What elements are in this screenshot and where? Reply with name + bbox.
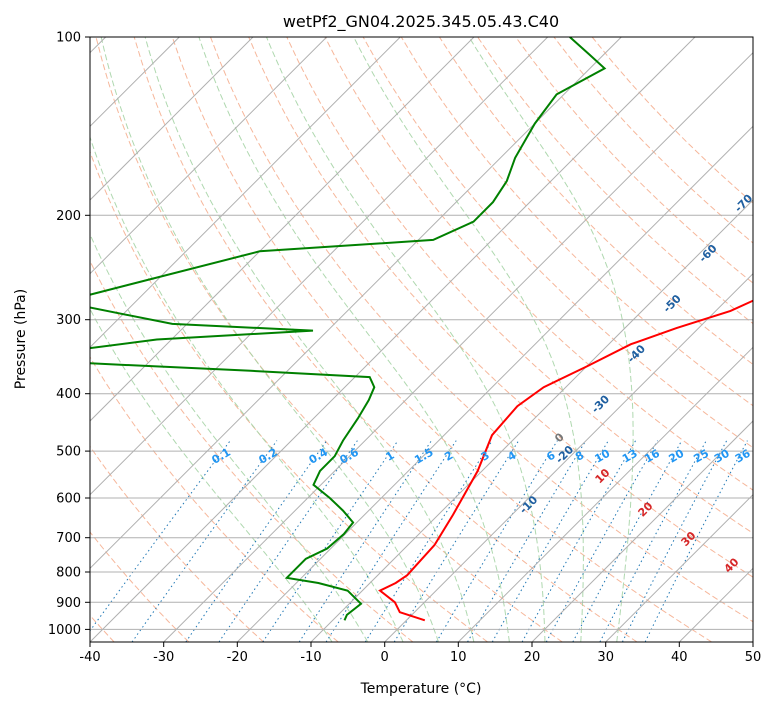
y-tick-label: 300 [56, 313, 81, 328]
dry-adiabat-line [248, 37, 753, 578]
dry-adiabat-line [90, 445, 264, 642]
moist-adiabat-line [266, 37, 546, 642]
x-tick-label: 40 [671, 650, 688, 665]
background-lines [90, 37, 753, 642]
dewpoint-profile-line [90, 37, 607, 621]
y-tick-label: 400 [56, 387, 81, 402]
dry-adiabat-line [515, 37, 753, 284]
plot-frame [89, 36, 754, 643]
mixing-ratio-line [185, 440, 328, 642]
chart-title: wetPf2_GN04.2025.345.05.43.C40 [283, 12, 559, 32]
isotherm-line [163, 51, 753, 642]
isotherm-line [310, 199, 753, 642]
x-tick-label: -30 [153, 650, 174, 665]
mixing-ratio-line [644, 440, 748, 642]
x-tick-label: -40 [79, 650, 100, 665]
mixing-ratio-line [393, 440, 520, 642]
isotherm-line [384, 272, 753, 642]
x-tick-label: 20 [524, 650, 541, 665]
dry-adiabat-line [95, 37, 563, 642]
mixing-ratio-line [572, 440, 683, 642]
y-tick-label: 900 [56, 596, 81, 611]
isotherm-line [531, 420, 753, 642]
y-tick-label: 200 [56, 209, 81, 224]
dry-adiabat-line [210, 37, 753, 623]
isotherm-line [90, 37, 622, 570]
moist-adiabat-line [100, 37, 439, 642]
mixing-ratio-line [131, 440, 278, 642]
dry-adiabat-line [400, 37, 753, 407]
y-tick-label: 500 [56, 445, 81, 460]
dry-adiabat-line [90, 531, 190, 642]
mixing-ratio-line [621, 440, 728, 642]
dry-adiabat-line [438, 37, 753, 366]
isotherm-line [90, 37, 254, 201]
x-tick-label: 50 [745, 650, 762, 665]
y-tick-label: 100 [56, 31, 81, 46]
isotherm-line [90, 37, 328, 275]
moist-adiabat-line [353, 37, 584, 642]
x-tick-label: 30 [597, 650, 614, 665]
isotherm-line [90, 37, 549, 496]
isotherm-line [236, 125, 753, 642]
dry-adiabat-line [171, 37, 712, 642]
mixing-ratio-line [364, 440, 493, 642]
dry-adiabat-line [90, 150, 488, 642]
y-axis-ticks: 100 200 300 400 500 600 700 800 900 1000 [48, 31, 90, 638]
y-axis-label: Pressure (hPa) [13, 289, 29, 389]
moist-adiabat-line [144, 37, 475, 642]
mixing-ratio-line [599, 440, 707, 642]
isotherm-line [457, 346, 753, 642]
x-axis-label: Temperature (°C) [360, 681, 482, 697]
y-tick-label: 1000 [48, 623, 81, 638]
x-axis-ticks: -40 -30 -20 -10 0 10 20 30 40 50 [79, 642, 761, 665]
mixing-ratio-line [491, 440, 609, 642]
dry-adiabat-line [133, 37, 638, 642]
isotherm-line [90, 37, 696, 642]
x-tick-label: 0 [381, 650, 389, 665]
isotherm-line [605, 493, 753, 642]
y-tick-label: 700 [56, 531, 81, 546]
mixing-ratio-line [298, 440, 432, 642]
temperature-profile-line [378, 299, 753, 622]
x-tick-label: -10 [300, 650, 321, 665]
mixing-ratio-line [467, 440, 587, 642]
isotherm-line [90, 37, 401, 349]
mixing-ratio-line [435, 440, 558, 642]
moist-adiabat-line [198, 37, 510, 642]
moist-adiabat-line [90, 233, 369, 642]
x-tick-label: 10 [450, 650, 467, 665]
y-tick-label: 600 [56, 492, 81, 507]
mixing-ratio-line [545, 440, 659, 642]
y-tick-label: 800 [56, 566, 81, 581]
profiles [90, 37, 753, 622]
moist-adiabat-line [90, 135, 404, 642]
mixing-ratio-line [521, 440, 637, 642]
x-tick-label: -20 [227, 650, 248, 665]
